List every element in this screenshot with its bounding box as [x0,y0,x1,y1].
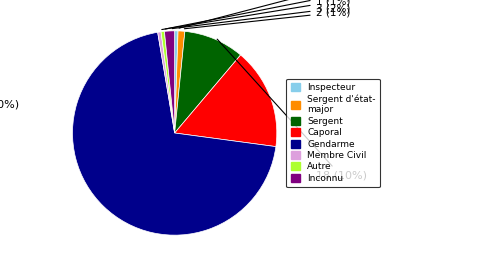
Wedge shape [175,31,241,133]
Wedge shape [158,32,175,133]
Text: 1 (1%): 1 (1%) [179,0,350,28]
Text: 2 (1%): 2 (1%) [184,8,350,29]
Text: 1 (1%): 1 (1%) [165,0,350,29]
Wedge shape [161,31,175,133]
Text: 132 (70%): 132 (70%) [0,99,19,109]
Wedge shape [165,31,175,133]
Wedge shape [72,32,276,235]
Wedge shape [175,31,185,133]
Text: 18 (10%): 18 (10%) [217,39,367,181]
Text: 3 (2%): 3 (2%) [172,3,350,29]
Wedge shape [175,55,277,147]
Wedge shape [175,31,178,133]
Legend: Inspecteur, Sergent d'état-
major, Sergent, Caporal, Gendarme, Membre Civil, Aut: Inspecteur, Sergent d'état- major, Serge… [286,79,380,187]
Text: 1 (1%): 1 (1%) [162,0,350,30]
